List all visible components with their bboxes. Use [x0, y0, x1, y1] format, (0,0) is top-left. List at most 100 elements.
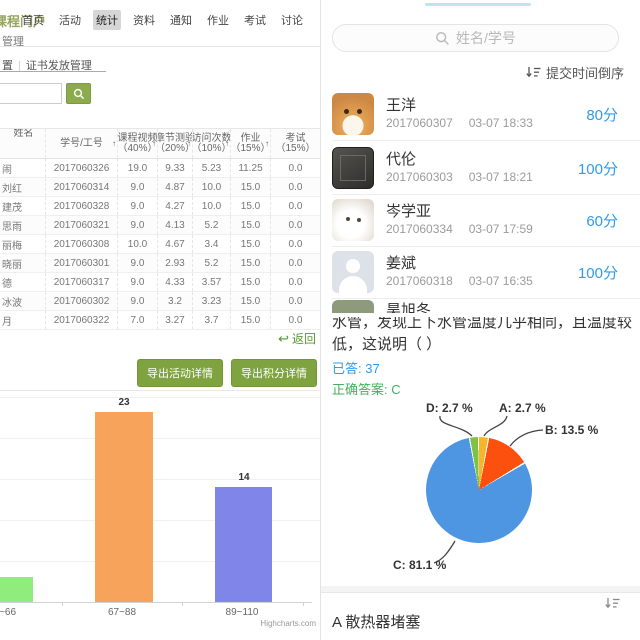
x-axis-line — [0, 602, 312, 603]
cell-visits: 3.4 — [192, 235, 230, 253]
cell-student-id: 2017060317 — [45, 273, 117, 291]
student-meta: 2017060318 03-07 16:35 — [386, 274, 533, 288]
cell-video: 9.0 — [117, 178, 157, 196]
submit-time: 03-07 18:33 — [468, 116, 533, 130]
cell-homework: 11.25 — [230, 159, 270, 177]
cell-name: 建茂 — [2, 202, 22, 214]
back-link[interactable]: ↩ 返回 — [278, 330, 316, 347]
sort-descending-icon[interactable] — [605, 597, 620, 610]
nav-item-activity[interactable]: 活动 — [59, 15, 81, 27]
table-row: 丽梅 2017060308 10.0 4.67 3.4 15.0 0.0 — [0, 235, 320, 254]
cell-quiz: 4.87 — [157, 178, 192, 196]
student-name: 代伦 — [386, 151, 417, 168]
cell-exam: 0.0 — [270, 292, 320, 310]
sort-arrow-icon[interactable]: ↑ — [152, 138, 156, 148]
gridline — [0, 561, 320, 562]
cell-visits: 3.23 — [192, 292, 230, 310]
clipped-student-row[interactable]: 昊旭冬 — [321, 298, 640, 313]
score-badge: 100分 — [577, 161, 618, 178]
bar-range-45-66 — [0, 577, 33, 602]
nav-item-homework[interactable]: 作业 — [207, 15, 229, 27]
student-row[interactable]: 姜斌 2017060318 03-07 16:35 100分 — [321, 246, 640, 299]
sort-by-submit-time-control[interactable]: 提交时间倒序 — [526, 63, 624, 82]
gridline — [0, 438, 320, 439]
cell-visits: 3.7 — [192, 311, 230, 329]
dark-chip-avatar — [332, 147, 374, 189]
student-row[interactable]: 王洋 2017060307 03-07 18:33 80分 — [321, 88, 640, 141]
cell-student-id: 2017060322 — [45, 311, 117, 329]
cell-video: 9.0 — [117, 197, 157, 215]
cell-video: 7.0 — [117, 311, 157, 329]
export-activity-button[interactable]: 导出活动详情 — [137, 359, 223, 387]
student-search-pill[interactable]: 姓名/学号 — [332, 24, 619, 52]
pie-graphic — [426, 437, 532, 543]
student-row[interactable]: 岑学亚 2017060334 03-07 17:59 60分 — [321, 194, 640, 247]
sub-tabs: 置 | 证书发放管理 — [2, 57, 92, 73]
student-search-input[interactable] — [0, 83, 62, 104]
cell-student-id: 2017060308 — [45, 235, 117, 253]
table-row: 思雨 2017060321 9.0 4.13 5.2 15.0 0.0 — [0, 216, 320, 235]
student-meta: 2017060303 03-07 18:21 — [386, 170, 533, 184]
magnifier-icon — [435, 31, 450, 46]
student-meta: 2017060307 03-07 18:33 — [386, 116, 533, 130]
student-id: 2017060334 — [386, 222, 453, 236]
bar-value-label: 23 — [118, 397, 130, 408]
table-header-row: 姓名 学号/工号↑ 课程视频（40%）↑ 章节测验（20%）↑ 访问次数（10%… — [0, 128, 320, 159]
table-row: 闹 2017060326 19.0 9.33 5.23 11.25 0.0 — [0, 159, 320, 178]
cell-name: 月 — [2, 316, 12, 328]
nav-item-home[interactable]: 首页 — [22, 15, 44, 27]
cell-video: 9.0 — [117, 292, 157, 310]
cell-name: 德 — [2, 278, 12, 290]
nav-item-exam[interactable]: 考试 — [244, 15, 266, 27]
student-id: 2017060303 — [386, 170, 453, 184]
question-text-clipped-line: 水管，发现上下水管温度几乎相同，且温度较 — [332, 317, 632, 330]
tab-certificate-management[interactable]: 证书发放管理 — [25, 60, 92, 72]
question-text-line: 低，这说明（ ） — [332, 336, 442, 353]
correct-answer-label: 正确答案: C — [332, 382, 401, 397]
cell-quiz: 9.33 — [157, 159, 192, 177]
axis-tick — [182, 602, 183, 606]
cell-visits: 10.0 — [192, 178, 230, 196]
sort-arrow-icon[interactable]: ↑ — [187, 138, 191, 148]
cell-student-id: 2017060301 — [45, 254, 117, 272]
cell-name: 晓丽 — [2, 259, 22, 271]
tab-settings-clipped[interactable]: 置 — [2, 60, 13, 72]
cell-quiz: 4.27 — [157, 197, 192, 215]
table-row: 建茂 2017060328 9.0 4.27 10.0 15.0 0.0 — [0, 197, 320, 216]
sort-arrow-icon[interactable]: ↑ — [112, 138, 116, 148]
bar-range-67-88 — [95, 412, 153, 602]
pie-label-b: B: 13.5 % — [545, 423, 599, 437]
nav-item-discussion[interactable]: 讨论 — [281, 15, 303, 27]
cell-quiz: 4.13 — [157, 216, 192, 234]
submit-time: 03-07 17:59 — [468, 222, 533, 236]
cell-video: 9.0 — [117, 273, 157, 291]
sort-arrow-icon[interactable]: ↑ — [265, 138, 269, 148]
cell-exam: 0.0 — [270, 254, 320, 272]
sort-arrow-icon[interactable]: ↑ — [225, 138, 229, 148]
highcharts-credit[interactable]: Highcharts.com — [260, 619, 316, 628]
nav-item-statistics[interactable]: 统计 — [93, 10, 121, 30]
cell-student-id: 2017060321 — [45, 216, 117, 234]
table-row: 晓丽 2017060301 9.0 2.93 5.2 15.0 0.0 — [0, 254, 320, 273]
pie-label-d: D: 2.7 % — [426, 401, 473, 415]
nav-item-notice[interactable]: 通知 — [170, 15, 192, 27]
cell-student-id: 2017060328 — [45, 197, 117, 215]
row-divider — [332, 194, 640, 195]
student-row[interactable]: 代伦 2017060303 03-07 18:21 100分 — [321, 142, 640, 195]
cell-exam: 0.0 — [270, 178, 320, 196]
export-points-button[interactable]: 导出积分详情 — [231, 359, 317, 387]
answer-option-a: A 散热器堵塞 — [332, 614, 421, 631]
cell-visits: 10.0 — [192, 197, 230, 215]
nav-item-materials[interactable]: 资料 — [133, 15, 155, 27]
submit-time: 03-07 18:21 — [468, 170, 533, 184]
header-divider — [0, 46, 320, 47]
score-badge: 60分 — [586, 213, 618, 230]
col-header-visits: 访问次数 （10%） ↑ — [192, 129, 230, 158]
bar-range-89-110 — [215, 487, 272, 602]
gridline — [0, 397, 320, 398]
cell-visits: 3.57 — [192, 273, 230, 291]
row-divider — [332, 140, 640, 141]
site-logo[interactable]: 课程门户 — [0, 14, 47, 29]
cell-exam: 0.0 — [270, 273, 320, 291]
search-button[interactable] — [66, 83, 91, 104]
